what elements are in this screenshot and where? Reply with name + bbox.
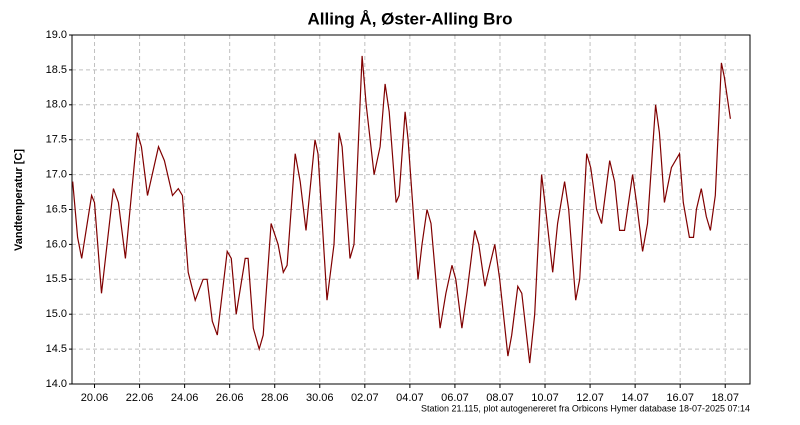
y-tick-label: 18.5 [46,64,67,76]
y-tick-label: 19.0 [46,29,67,41]
y-tick-label: 14.5 [46,343,67,355]
y-tick-label: 14.0 [46,378,67,390]
y-axis-label: Vandtemperatur [C] [13,149,25,251]
x-tick-label: 22.06 [126,392,154,404]
x-tick-label: 16.07 [666,392,694,404]
plot-frame [71,34,751,385]
x-tick-label: 14.07 [621,392,649,404]
x-tick-label: 20.06 [81,392,109,404]
x-tick-label: 26.06 [216,392,244,404]
x-tick-label: 06.07 [441,392,469,404]
y-tick-label: 17.0 [46,169,67,181]
x-tick-label: 08.07 [486,392,514,404]
x-tick-label: 28.06 [261,392,289,404]
x-tick-label: 24.06 [171,392,199,404]
x-tick-label: 30.06 [306,392,334,404]
x-tick-label: 04.07 [396,392,424,404]
y-tick-label: 18.0 [46,99,67,111]
footer: Station 21.115, plot autogenereret fra O… [421,403,750,413]
x-tick-label: 10.07 [531,392,559,404]
x-tick-label: 12.07 [576,392,604,404]
y-tick-label: 16.0 [46,238,67,250]
x-tick-label: 18.07 [711,392,739,404]
y-tick-label: 15.0 [46,308,67,320]
line-series [72,55,731,364]
y-tick-label: 15.5 [46,273,67,285]
y-tick-label: 17.5 [46,134,67,146]
x-tick-label: 02.07 [351,392,379,404]
chart-title: Alling Å, Øster-Alling Bro [308,9,513,28]
y-tick-label: 16.5 [46,203,67,215]
